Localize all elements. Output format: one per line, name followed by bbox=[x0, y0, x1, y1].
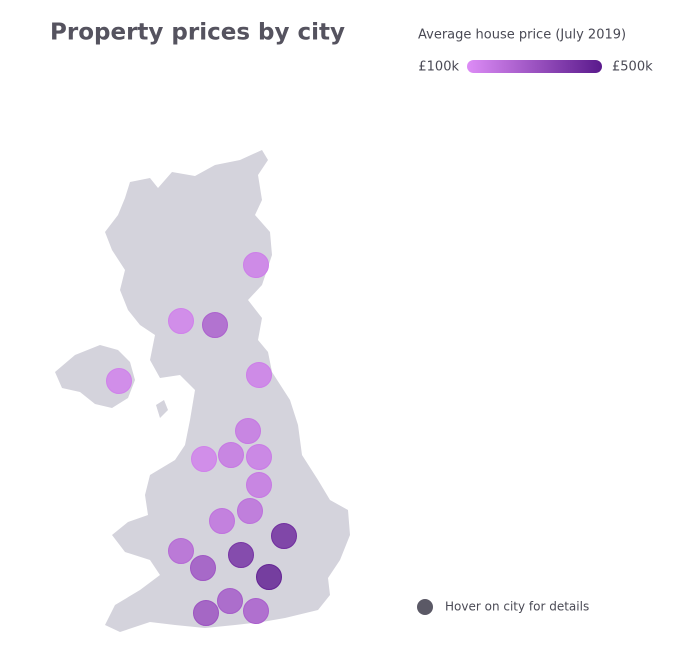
hint-icon bbox=[417, 599, 433, 615]
city-marker[interactable] bbox=[256, 564, 282, 590]
hint-text: Hover on city for details bbox=[445, 600, 589, 614]
city-marker[interactable] bbox=[217, 588, 243, 614]
legend-title: Average house price (July 2019) bbox=[418, 28, 626, 43]
city-marker[interactable] bbox=[246, 444, 272, 470]
city-marker[interactable] bbox=[218, 442, 244, 468]
city-marker[interactable] bbox=[202, 312, 228, 338]
city-marker[interactable] bbox=[193, 600, 219, 626]
city-marker[interactable] bbox=[209, 508, 235, 534]
legend-tick-label: £500k bbox=[612, 60, 653, 75]
city-marker[interactable] bbox=[243, 598, 269, 624]
city-marker[interactable] bbox=[246, 472, 272, 498]
city-marker[interactable] bbox=[243, 252, 269, 278]
city-marker[interactable] bbox=[246, 362, 272, 388]
legend-tick-label: £100k bbox=[418, 60, 459, 75]
city-marker[interactable] bbox=[106, 368, 132, 394]
isle-of-man bbox=[156, 400, 168, 418]
city-marker[interactable] bbox=[228, 542, 254, 568]
city-marker[interactable] bbox=[168, 308, 194, 334]
city-marker[interactable] bbox=[237, 498, 263, 524]
chart-title: Property prices by city bbox=[50, 20, 345, 46]
color-scale bbox=[467, 60, 602, 73]
city-marker[interactable] bbox=[190, 555, 216, 581]
city-marker[interactable] bbox=[271, 523, 297, 549]
city-marker[interactable] bbox=[235, 418, 261, 444]
city-marker[interactable] bbox=[168, 538, 194, 564]
great-britain bbox=[105, 150, 350, 632]
city-marker[interactable] bbox=[191, 446, 217, 472]
